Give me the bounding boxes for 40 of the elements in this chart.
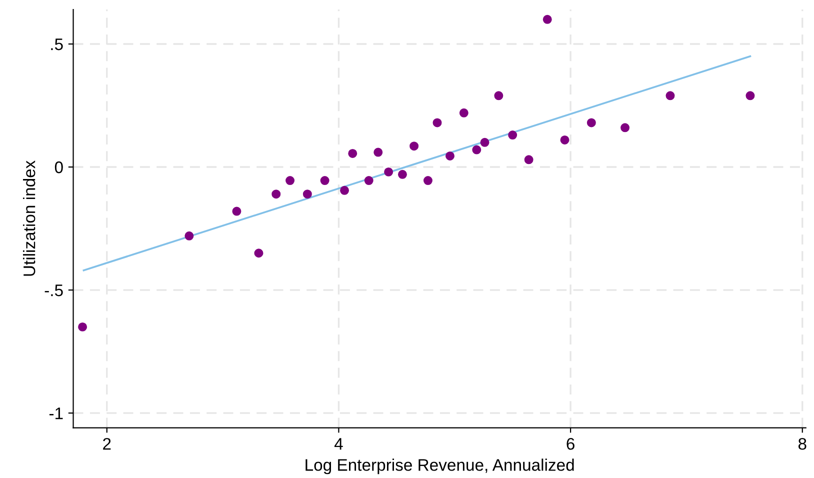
point	[666, 91, 675, 100]
y-tick-label: 0	[54, 161, 63, 174]
x-tick-label: 4	[334, 438, 343, 450]
point	[286, 176, 295, 186]
point	[620, 123, 630, 132]
point	[364, 176, 374, 186]
y-tick-label: .5	[51, 38, 63, 50]
point	[384, 167, 394, 176]
point	[348, 148, 358, 158]
x-axis-title: Log Enterprise Revenue, Annualized	[306, 458, 574, 474]
point	[410, 142, 419, 151]
point	[374, 148, 383, 157]
point	[508, 130, 518, 140]
y-tick-label: -1	[49, 408, 63, 420]
point	[560, 135, 570, 144]
point	[272, 190, 281, 199]
point	[232, 206, 242, 216]
point	[320, 176, 330, 186]
point	[78, 322, 88, 332]
point	[524, 155, 534, 164]
point	[423, 176, 432, 186]
point	[472, 145, 482, 154]
point	[302, 190, 312, 199]
point	[445, 151, 454, 160]
point	[459, 108, 468, 118]
point	[494, 91, 504, 100]
x-tick-label: 8	[798, 438, 806, 450]
point	[586, 118, 596, 128]
point	[432, 118, 442, 128]
point	[254, 248, 264, 258]
point	[184, 231, 194, 240]
point	[340, 186, 350, 195]
point	[746, 91, 755, 100]
x-tick-label: 6	[566, 438, 574, 450]
y-axis-title: Utilization index	[23, 160, 36, 276]
x-tick-label: 2	[103, 438, 111, 450]
point	[398, 170, 407, 179]
y-tick-label: -.5	[44, 284, 63, 296]
point	[480, 138, 490, 147]
point	[542, 14, 552, 24]
